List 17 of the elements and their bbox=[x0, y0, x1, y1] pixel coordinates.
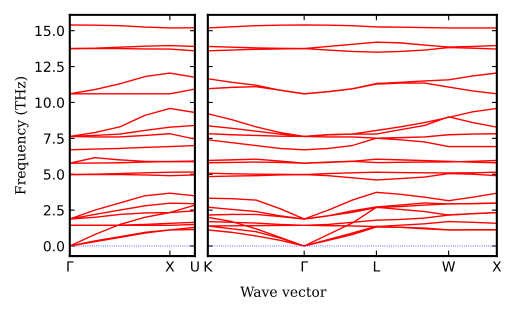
y-tick-label: 5.0 bbox=[44, 169, 64, 180]
x-tick-label: Γ bbox=[302, 261, 308, 272]
x-axis-title: Wave vector bbox=[240, 286, 326, 297]
x-tick-label: Γ bbox=[67, 261, 74, 272]
y-tick-label: 12.5 bbox=[36, 62, 64, 72]
y-tick-label: 15.0 bbox=[36, 26, 64, 36]
x-tick-label: W bbox=[442, 261, 456, 272]
y-tick-label: 0.0 bbox=[44, 240, 64, 252]
x-tick-label: X bbox=[166, 261, 174, 272]
x-tick-label: X bbox=[492, 261, 502, 272]
y-tick-label: 2.5 bbox=[44, 205, 64, 216]
x-tick-label: K bbox=[204, 261, 213, 272]
y-axis-title: Frequency (THz) bbox=[14, 77, 28, 194]
y-tick-label: 7.5 bbox=[44, 133, 64, 144]
x-tick-label: L bbox=[374, 261, 380, 272]
x-tick-label: U bbox=[191, 261, 199, 272]
y-tick-label: 10.0 bbox=[36, 97, 64, 108]
